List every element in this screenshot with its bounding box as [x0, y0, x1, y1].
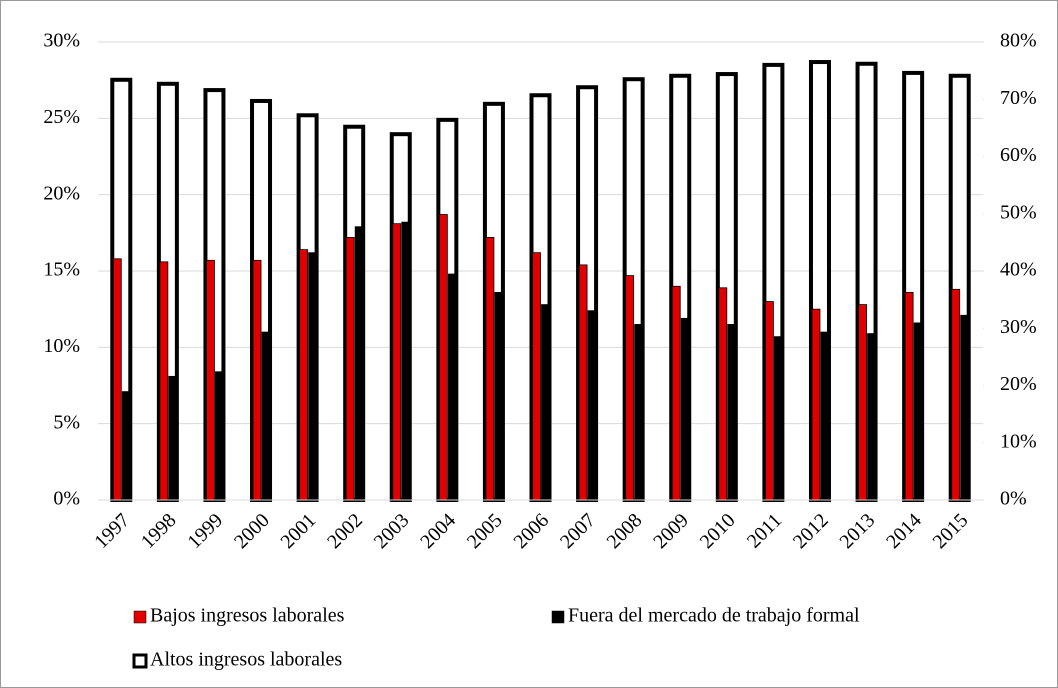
legend-swatch	[132, 653, 148, 669]
y2-tick-label: 30%	[1000, 316, 1037, 338]
bar	[494, 291, 504, 501]
bar	[913, 322, 923, 501]
bar	[718, 287, 728, 501]
legend-swatch	[133, 610, 147, 624]
bar	[308, 252, 318, 501]
bar	[867, 333, 876, 501]
bar	[354, 226, 364, 501]
y2-tick-label: 0%	[1000, 488, 1027, 510]
y-tick-label: 15%	[43, 259, 80, 281]
bar	[159, 261, 169, 501]
bar	[904, 291, 914, 501]
bar	[121, 391, 131, 501]
bar	[960, 314, 970, 501]
bar	[951, 288, 961, 501]
bar	[671, 285, 681, 501]
bar	[401, 221, 411, 501]
y-tick-label: 0%	[53, 488, 80, 510]
y2-tick-label: 20%	[1000, 373, 1037, 395]
bar	[578, 264, 588, 501]
bar	[680, 317, 690, 501]
bar	[485, 237, 495, 501]
bar	[168, 375, 178, 501]
y-tick-label: 25%	[43, 106, 80, 128]
bar	[261, 331, 271, 501]
bar	[299, 249, 309, 501]
bar	[392, 223, 402, 501]
bar	[858, 304, 867, 501]
y-tick-label: 5%	[53, 411, 80, 433]
bar	[345, 237, 355, 501]
bar	[727, 324, 737, 501]
legend-swatch	[551, 610, 565, 624]
bar	[438, 214, 448, 501]
bar	[811, 308, 821, 501]
y2-tick-label: 60%	[1000, 144, 1037, 166]
bar	[820, 331, 830, 501]
y-tick-label: 30%	[43, 30, 80, 52]
y2-tick-label: 40%	[1000, 259, 1037, 281]
bar	[112, 258, 122, 501]
y2-tick-label: 10%	[1000, 430, 1037, 452]
bar	[587, 310, 597, 501]
y-tick-label: 20%	[43, 182, 80, 204]
y-tick-label: 10%	[43, 335, 80, 357]
legend-label: Bajos ingresos laborales	[150, 605, 345, 627]
bar	[634, 324, 644, 501]
legend-label: Altos ingresos laborales	[150, 649, 342, 671]
y2-tick-label: 80%	[1000, 30, 1037, 52]
y2-tick-label: 50%	[1000, 201, 1037, 223]
bar	[215, 371, 224, 501]
y2-tick-label: 70%	[1000, 87, 1037, 109]
bar	[773, 336, 783, 501]
legend-label: Fuera del mercado de trabajo formal	[568, 605, 860, 627]
bar	[625, 275, 635, 501]
bar	[764, 301, 774, 501]
bar	[447, 273, 457, 501]
bar	[541, 304, 550, 501]
bar	[252, 259, 262, 501]
bar	[532, 252, 541, 501]
bar	[206, 259, 215, 501]
